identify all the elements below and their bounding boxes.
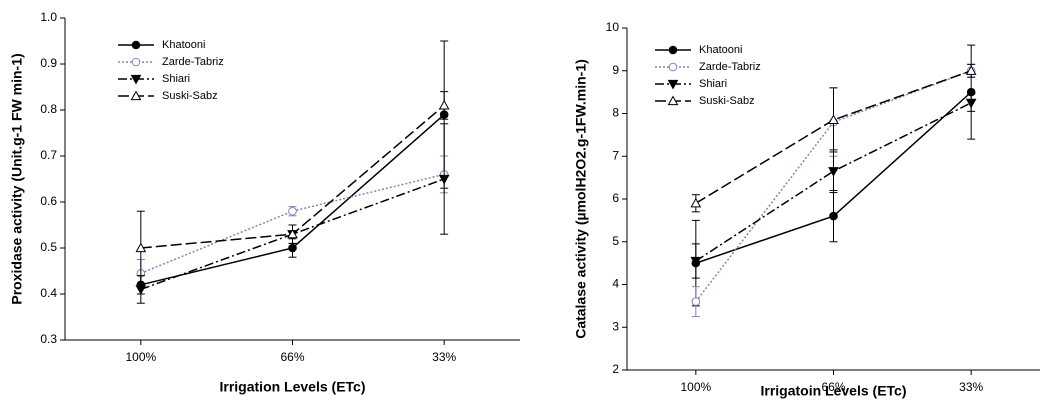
y-tick-label: 4 [612,277,619,291]
x-axis-label: Irrigation Levels (ETc) [220,379,366,395]
y-tick-label: 6 [612,191,619,205]
legend-marker [668,45,678,55]
x-tick-label: 33% [959,380,983,394]
point [690,197,702,208]
y-tick-label: 9 [612,63,619,77]
y-tick-label: 0.7 [40,148,57,162]
y-tick-label: 0.9 [40,56,57,70]
y-tick-label: 0.3 [40,332,57,346]
legend-marker [130,74,142,85]
series-line [695,102,972,262]
point [828,114,839,125]
x-tick-label: 66% [280,350,304,364]
y-tick-label: 1.0 [40,10,57,24]
y-tick-label: 10 [606,20,620,34]
series-line [140,114,445,286]
legend-label: Shiari [699,78,727,90]
x-tick-label: 100% [125,350,156,364]
y-tick-label: 0.4 [40,286,57,300]
legend-label: Zarde-Tabriz [699,61,761,73]
point [965,98,977,109]
legend-marker [131,57,141,67]
y-tick-label: 0.8 [40,102,57,116]
point [965,65,977,75]
y-tick-label: 2 [612,362,619,376]
y-axis-label: Catalase activity (µmolH2O2.g-1FW.min-1) [573,59,589,339]
legend-marker [667,79,679,90]
point [288,206,297,216]
x-axis-label: Irrigatoin Levels (ETc) [761,383,907,399]
y-tick-label: 8 [612,106,619,120]
legend-marker [667,95,679,106]
point [438,99,450,110]
legend-marker [130,90,142,101]
point [829,211,838,221]
legend-marker [131,40,141,50]
y-tick-label: 0.6 [40,194,57,208]
point [828,167,839,177]
legend-label: Shiari [162,73,190,85]
x-tick-label: 66% [821,380,845,394]
y-tick-label: 3 [612,319,619,333]
point [691,297,701,306]
legend-label: Khatooni [699,44,742,56]
x-tick-label: 100% [680,380,711,394]
point [287,228,298,239]
point [438,174,450,185]
legend-label: Zarde-Tabriz [162,56,224,68]
legend-marker [668,62,678,72]
legend-label: Suski-Sabz [162,90,218,102]
legend-label: Suski-Sabz [699,95,755,107]
y-tick-label: 0.5 [40,240,57,254]
y-tick-label: 7 [612,148,619,162]
series-line [140,173,445,274]
point [288,243,297,253]
legend-label: Khatooni [162,39,205,51]
x-tick-label: 33% [432,350,456,364]
point [135,285,147,295]
y-axis-label: Proxidase activity (Unit.g-1 FW min-1) [9,53,25,304]
point [690,256,702,267]
point [135,242,147,253]
y-tick-label: 5 [612,234,619,248]
